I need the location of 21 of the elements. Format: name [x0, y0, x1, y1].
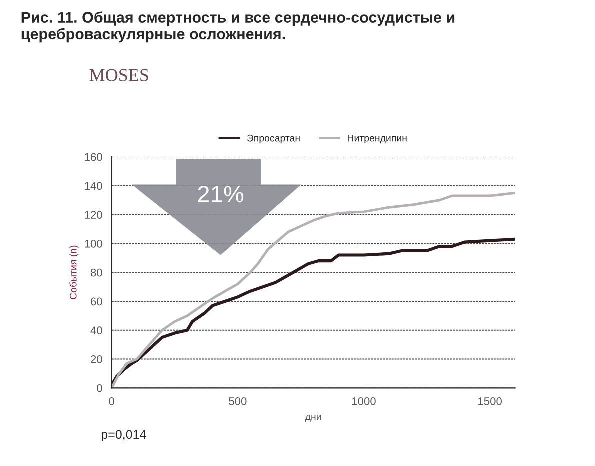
chart-subtitle: MOSES	[90, 69, 148, 82]
y-tick-label: 160	[85, 153, 102, 162]
text: p=0,014	[102, 430, 146, 442]
y-axis-title: События (n)	[70, 246, 79, 300]
chart-title: Рис. 11. Общая смертность и все сердечно-сосудистые и цереброваскулярные осложнения.	[22, 12, 455, 43]
y-tick-label: 140	[85, 182, 102, 190]
y-tick-label: 120	[85, 211, 102, 219]
legend-label: Нитрендипин	[348, 134, 407, 144]
y-tick-label: 80	[90, 268, 102, 277]
x-axis-title: дни	[305, 415, 322, 422]
y-tick-label: 60	[91, 298, 102, 306]
y-tick-label: 20	[91, 356, 102, 364]
x-tick-label: 1500	[478, 398, 502, 406]
x-tick-label: 500	[229, 398, 247, 406]
x-tick-label: 1000	[352, 398, 376, 406]
y-tick-label: 40	[90, 326, 102, 335]
y-tick-label: 100	[85, 240, 102, 248]
y-tick-label: 0	[97, 384, 102, 392]
x-tick-label: 0	[109, 398, 115, 406]
annotation: 21%	[198, 186, 244, 203]
legend-label: Эпросартан	[247, 134, 300, 144]
